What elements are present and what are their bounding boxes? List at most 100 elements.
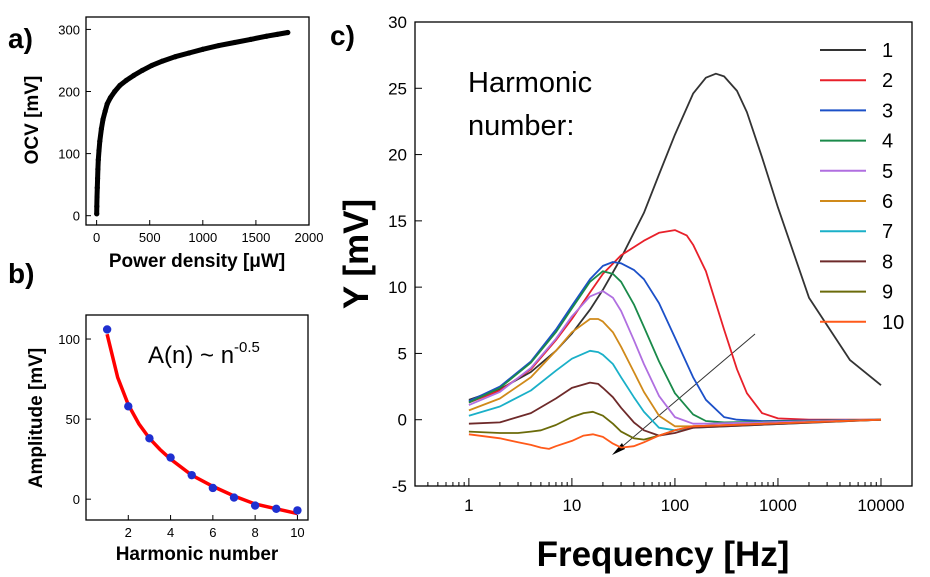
x-axis-label-c: Frequency [Hz]: [537, 535, 790, 574]
x-tick-label-c: 10000: [857, 496, 904, 515]
x-tick-label-a: 1000: [188, 230, 217, 245]
x-tick-label-c: 1: [464, 496, 473, 515]
legend-label-6: 6: [882, 191, 893, 213]
series-line-5: [468, 290, 882, 425]
data-point-b: [166, 453, 175, 462]
data-point-b: [102, 325, 112, 334]
x-tick-label-c: 1000: [759, 496, 797, 515]
data-point-a: [149, 62, 155, 69]
harmonic-number-annotation: Harmonic number:: [468, 67, 600, 142]
plot-area-c: [414, 21, 913, 487]
y-tick-label-c: 0: [398, 411, 407, 430]
legend-label-8: 8: [882, 251, 893, 273]
x-tick-label-b: 8: [252, 525, 259, 540]
legend-label-3: 3: [882, 100, 893, 122]
harmonic-annotation-line-2: number:: [468, 110, 574, 142]
series-line-7: [468, 349, 882, 432]
legend-label-1: 1: [882, 40, 893, 62]
data-point-a: [172, 54, 178, 60]
data-point-b: [187, 470, 196, 480]
y-tick-label-c: 30: [388, 13, 407, 32]
data-point-a: [232, 39, 238, 46]
fit-annotation: A(n) ~ n-0.5: [148, 339, 260, 369]
data-point-b: [145, 434, 154, 443]
y-tick-label-c: 25: [388, 79, 407, 98]
y-tick-label-c: 20: [388, 146, 407, 165]
y-axis-label-a: OCV [mV]: [22, 76, 43, 165]
data-point-a: [247, 36, 254, 42]
x-tick-label-b: 6: [209, 525, 216, 540]
y-tick-label-b: 0: [73, 492, 80, 507]
y-axis-label-b: Amplitude [mV]: [26, 348, 47, 488]
y-tick-label-c: 5: [398, 344, 407, 363]
y-tick-label-a: 300: [58, 22, 80, 37]
x-tick-label-c: 10: [562, 496, 581, 515]
data-point-a: [186, 50, 192, 56]
data-point-a: [100, 116, 106, 123]
data-point-a: [96, 147, 102, 154]
data-point-b: [272, 504, 281, 513]
series-line-6: [468, 318, 882, 428]
legend-label-7: 7: [882, 221, 893, 243]
y-tick-label-c: 10: [388, 278, 407, 297]
x-tick-label-b: 4: [167, 525, 174, 540]
data-point-a: [274, 31, 280, 37]
y-tick-label-c: -5: [392, 477, 407, 496]
data-point-a: [95, 157, 101, 163]
data-point-a: [97, 138, 103, 144]
data-point-a: [94, 194, 100, 200]
legend-label-9: 9: [882, 282, 893, 304]
y-tick-label-b: 100: [58, 332, 80, 347]
data-point-a: [98, 126, 104, 132]
series-line-8: [468, 381, 882, 437]
data-point-a: [94, 203, 100, 209]
legend-label-4: 4: [882, 131, 893, 153]
data-point-b: [124, 402, 133, 411]
plot-area-b: [85, 314, 309, 521]
data-point-a: [285, 29, 291, 36]
legend-label-10: 10: [882, 312, 904, 334]
y-tick-label-c: 15: [388, 212, 407, 231]
series-line-3: [468, 261, 882, 422]
y-tick-label-a: 200: [58, 85, 80, 100]
x-axis-label-a: Power density [μW]: [109, 251, 285, 272]
chart-a-layer: 0 500 1000 1500 2000 0 100 200 300: [58, 22, 323, 245]
chart-c-layer: 1 10 100 1000 10000 -5 0 5 10 15 20 25 30 1 2 3 4 5 6 7 8 9 10: [388, 13, 905, 515]
data-point-a: [117, 82, 123, 88]
panel-label-c: c): [330, 20, 355, 51]
data-point-a: [159, 58, 166, 64]
data-point-a: [123, 77, 129, 83]
x-tick-label-b: 2: [125, 525, 132, 540]
data-point-a: [104, 101, 110, 107]
x-tick-label-a: 1500: [241, 230, 270, 245]
data-point-b: [229, 493, 239, 502]
x-tick-label-a: 500: [139, 230, 161, 245]
data-point-a: [200, 46, 206, 52]
legend-label-2: 2: [882, 70, 893, 92]
data-point-a: [94, 185, 100, 191]
plot-area-a: [85, 16, 310, 226]
data-point-a: [139, 67, 145, 73]
data-point-a: [102, 108, 108, 114]
y-tick-label-a: 100: [58, 147, 80, 162]
data-point-b: [293, 506, 302, 515]
data-point-a: [94, 175, 101, 182]
data-point-b: [208, 483, 218, 493]
data-point-a: [131, 72, 137, 78]
data-point-a: [107, 95, 114, 101]
y-tick-label-a: 0: [73, 209, 80, 224]
data-point-a: [263, 33, 270, 39]
x-tick-label-c: 100: [661, 496, 689, 515]
series-line-10: [468, 418, 882, 450]
series-line-4: [468, 270, 882, 424]
x-tick-label-a: 0: [93, 230, 100, 245]
y-tick-label-b: 50: [66, 412, 80, 427]
legend-label-5: 5: [882, 161, 893, 183]
series-line-2: [468, 229, 881, 421]
data-point-b: [250, 501, 260, 510]
data-point-a: [112, 88, 118, 95]
data-point-a: [94, 211, 100, 217]
harmonic-annotation-line-1: Harmonic: [468, 67, 592, 99]
